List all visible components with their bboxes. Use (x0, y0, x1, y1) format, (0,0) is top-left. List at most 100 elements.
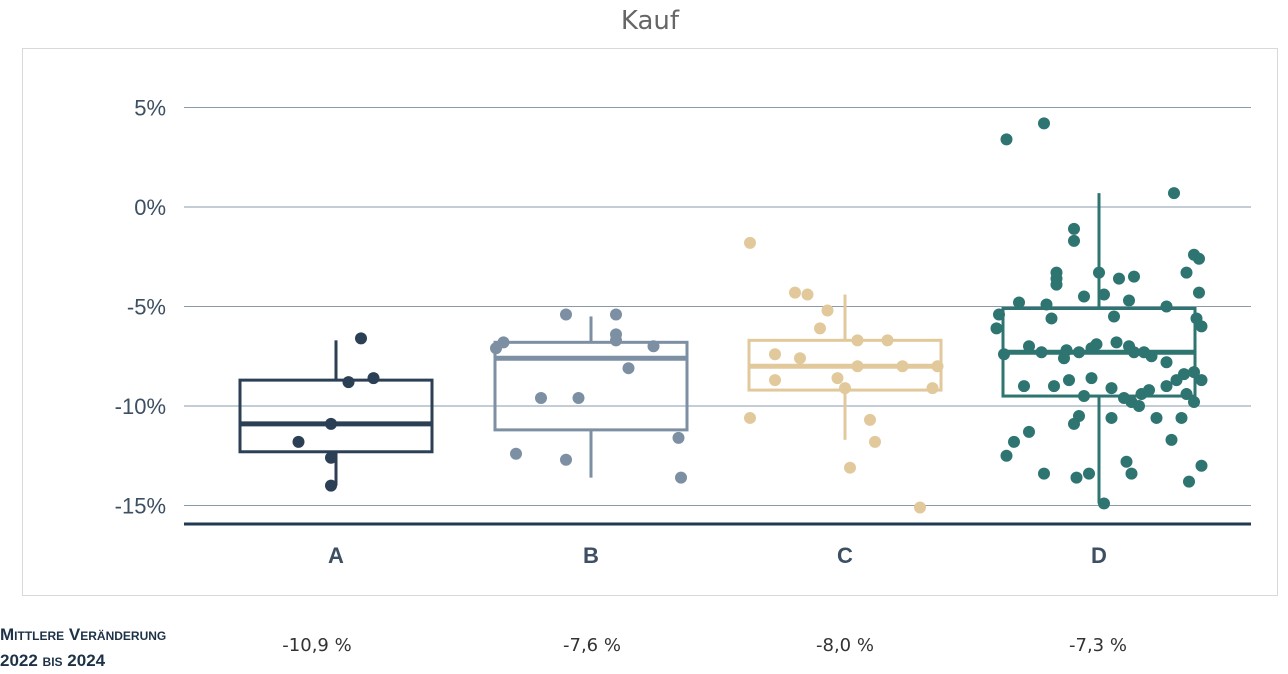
data-point-a-1 (342, 376, 355, 389)
x-category-label-b: B (583, 543, 599, 568)
footer-label-line2: 2022 bis 2024 (0, 648, 260, 674)
data-point-d-75 (1098, 497, 1110, 510)
data-point-d-43 (1018, 380, 1030, 393)
data-point-d-52 (1160, 380, 1173, 393)
data-point-d-31 (1060, 344, 1073, 357)
data-point-d-39 (1160, 356, 1173, 369)
data-point-d-74 (1183, 475, 1195, 488)
data-point-d-6 (1193, 252, 1205, 265)
footer-value-b: -7,6 % (563, 635, 621, 656)
data-point-c-13 (831, 372, 844, 385)
data-point-d-47 (1105, 382, 1118, 395)
footer-label-bis: bis (42, 651, 63, 670)
footer-value-a: -10,9 % (282, 635, 352, 656)
data-point-d-71 (1070, 471, 1083, 484)
data-point-d-8 (1093, 266, 1105, 279)
data-point-d-28 (1023, 340, 1035, 353)
data-point-a-5 (325, 451, 337, 464)
data-point-c-18 (869, 435, 881, 448)
y-tick-label-1: 0% (134, 195, 166, 220)
data-point-b-1 (497, 336, 510, 349)
footer-label-cap-2: V (68, 625, 81, 644)
data-point-d-16 (1193, 286, 1205, 299)
data-point-c-3 (821, 304, 834, 317)
data-point-b-9 (572, 392, 585, 405)
data-point-d-63 (1023, 425, 1035, 438)
data-point-c-0 (744, 236, 756, 249)
footer-value-c: -8,0 % (816, 635, 874, 656)
box-b (493, 340, 689, 432)
data-point-d-26 (1045, 312, 1058, 325)
data-point-d-69 (1195, 459, 1208, 472)
data-point-a-3 (325, 417, 337, 430)
data-point-d-36 (1128, 346, 1140, 359)
data-point-d-14 (1078, 290, 1090, 303)
data-point-d-40 (1073, 346, 1085, 359)
y-tick-label-0: 5% (134, 96, 166, 121)
data-point-d-22 (1108, 310, 1120, 323)
data-point-c-19 (844, 461, 856, 474)
data-point-c-20 (914, 501, 926, 514)
data-point-d-10 (1050, 278, 1063, 291)
data-point-b-7 (647, 340, 660, 353)
data-point-d-12 (1113, 272, 1125, 285)
data-point-c-17 (864, 413, 876, 426)
data-point-d-53 (1170, 374, 1183, 387)
y-tick-label-3: -10% (115, 394, 166, 419)
data-point-b-10 (510, 447, 522, 460)
data-point-d-72 (1083, 467, 1095, 480)
footer-label: Mittlere Veränderung 2022 bis 2024 (0, 622, 260, 674)
data-point-d-45 (1063, 374, 1075, 387)
x-category-label-d: D (1091, 543, 1107, 568)
data-point-d-51 (1143, 384, 1155, 397)
data-point-d-73 (1125, 467, 1138, 480)
data-point-c-2 (801, 288, 814, 301)
data-point-d-64 (1008, 435, 1020, 448)
data-point-d-59 (1068, 417, 1080, 430)
data-point-d-19 (1040, 298, 1053, 311)
data-point-c-7 (769, 348, 781, 361)
data-point-d-42 (1188, 366, 1200, 379)
data-point-d-33 (1090, 338, 1103, 351)
data-point-d-20 (1123, 294, 1135, 307)
data-point-d-15 (1098, 288, 1110, 301)
footer-label-small-2: eränderung (80, 625, 167, 644)
data-point-d-55 (1078, 390, 1090, 403)
data-point-c-15 (926, 382, 939, 395)
data-point-b-3 (610, 308, 622, 321)
data-point-b-2 (560, 308, 572, 321)
data-point-d-0 (1000, 133, 1013, 146)
data-point-d-29 (1035, 346, 1048, 359)
data-point-b-8 (535, 392, 547, 405)
data-point-d-67 (1000, 449, 1013, 462)
data-point-c-12 (769, 374, 781, 387)
data-point-b-13 (675, 471, 687, 484)
data-point-d-38 (1145, 350, 1158, 363)
y-tick-label-4: -15% (115, 494, 166, 519)
data-point-d-68 (1120, 455, 1133, 468)
data-point-d-62 (1175, 411, 1188, 424)
data-point-c-9 (851, 360, 864, 373)
footer-label-cap-1: M (0, 625, 15, 644)
footer-value-d: -7,3 % (1069, 635, 1127, 656)
data-point-d-44 (1048, 380, 1060, 393)
y-tick-label-2: -5% (127, 295, 166, 320)
data-point-d-18 (1013, 296, 1025, 309)
data-point-d-65 (1150, 411, 1163, 424)
data-point-d-61 (1105, 411, 1118, 424)
chart-title: Kauf (620, 6, 680, 36)
data-point-b-6 (622, 362, 635, 375)
box-plot-chart: 5% 0% -5% -10% -15% A B C D (115, 96, 1251, 568)
data-point-b-11 (560, 453, 572, 466)
data-point-c-14 (839, 382, 851, 395)
data-point-a-2 (367, 372, 380, 385)
data-point-a-4 (292, 435, 305, 448)
data-point-a-0 (355, 332, 367, 345)
data-point-d-11 (1128, 270, 1140, 283)
data-point-d-46 (1085, 372, 1098, 385)
data-point-d-2 (1168, 187, 1180, 200)
x-category-label-c: C (837, 543, 853, 568)
data-point-d-17 (993, 308, 1005, 321)
data-point-c-6 (881, 334, 894, 347)
x-category-label-a: A (328, 543, 344, 568)
